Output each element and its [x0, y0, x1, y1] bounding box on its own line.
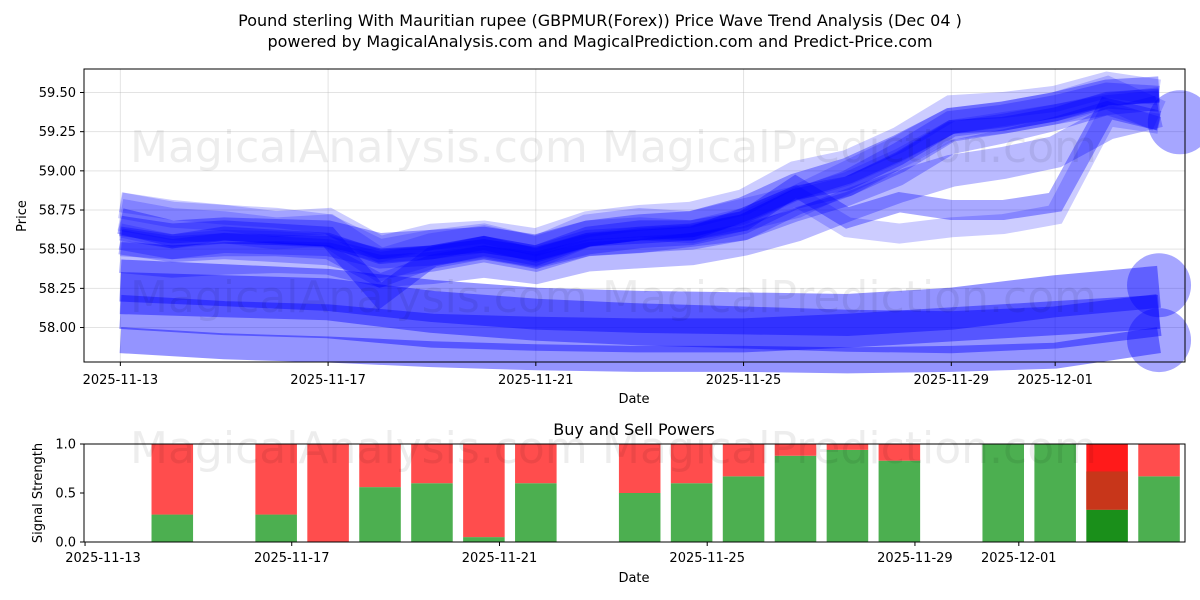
price-wave-2 — [118, 90, 1160, 269]
sell-power-bar-4 — [411, 444, 453, 484]
price-ytick-label-4: 59.00 — [39, 164, 76, 179]
sell-power-bar-8 — [670, 444, 713, 484]
sell-power-bar-1 — [255, 444, 297, 515]
price-plot-frame — [83, 68, 1186, 363]
buy-power-bar-13 — [982, 444, 1025, 542]
price-wave-7 — [118, 71, 1161, 264]
buy-power-bar-6 — [515, 483, 557, 542]
buy-power-bar-12 — [878, 460, 921, 542]
buy-power-bar-1 — [255, 514, 297, 542]
buy-power-bar-5 — [463, 537, 505, 542]
power-bars — [151, 444, 1180, 542]
sell-power-bar-2 — [307, 444, 349, 542]
mixed-power-bar-15 — [1086, 471, 1128, 510]
price-waves — [117, 71, 1166, 374]
watermark-prediction-bottom: MagicalPrediction.com — [602, 423, 1097, 474]
price-xtick-label-5: 2025-12-01 — [1017, 373, 1093, 388]
price-wave-9 — [119, 88, 1160, 265]
price-wave-marks — [1127, 90, 1200, 373]
price-y-ticks: 58.00 58.25 58.50 58.75 59.00 59.25 59.50 — [39, 86, 84, 336]
price-wave-3 — [117, 76, 1160, 261]
buy-power-bar-0 — [151, 514, 194, 542]
sell-power-bar-7 — [618, 444, 661, 493]
price-wave-6 — [118, 96, 1162, 310]
sell-power-bar-0 — [151, 444, 194, 515]
price-watermarks: MagicalAnalysis.com MagicalPrediction.co… — [130, 122, 1097, 323]
power-x-ticks: 2025-11-13 2025-11-17 2025-11-21 2025-11-25… — [65, 542, 1057, 566]
price-xtick-label-4: 2025-11-29 — [914, 373, 990, 388]
sell-power-bar-16 — [1138, 444, 1180, 477]
watermark-prediction-upper: MagicalPrediction.com — [602, 122, 1097, 173]
power-xtick-label-2: 2025-11-21 — [462, 551, 538, 566]
price-xtick-label-0: 2025-11-13 — [83, 373, 159, 388]
price-wave-10 — [118, 105, 1161, 260]
power-x-axis-label: Date — [618, 571, 649, 586]
power-ytick-label-2: 1.0 — [55, 438, 76, 453]
power-watermarks: MagicalAnalysis.com MagicalPrediction.co… — [130, 423, 1097, 474]
price-lower-wave-4 — [119, 272, 1162, 354]
price-grid — [84, 69, 1185, 362]
price-ytick-label-6: 59.50 — [39, 86, 76, 101]
price-wave-8 — [118, 95, 1163, 288]
price-xtick-label-2: 2025-11-21 — [498, 373, 574, 388]
watermark-analysis-bottom: MagicalAnalysis.com — [130, 423, 588, 474]
price-ytick-label-2: 58.50 — [39, 243, 76, 258]
buy-power-bar-15 — [1086, 509, 1128, 542]
buy-power-bar-7 — [618, 493, 661, 542]
price-ytick-label-5: 59.25 — [39, 125, 76, 140]
chart-subtitle: powered by MagicalAnalysis.com and Magic… — [267, 32, 932, 51]
price-lower-wave-3 — [119, 294, 1161, 353]
sell-power-bar-9 — [722, 444, 765, 477]
price-ytick-label-0: 58.00 — [39, 321, 76, 336]
price-plot-background — [84, 69, 1185, 362]
price-wave-5 — [119, 100, 1162, 289]
buy-power-bar-8 — [670, 483, 713, 542]
buy-power-bar-14 — [1034, 444, 1076, 542]
price-x-ticks: 2025-11-13 2025-11-17 2025-11-21 2025-11-25… — [83, 362, 1093, 388]
sell-power-bar-12 — [878, 444, 921, 461]
power-xtick-label-3: 2025-11-25 — [669, 551, 745, 566]
watermark-analysis-upper: MagicalAnalysis.com — [130, 122, 588, 173]
price-x-axis-label: Date — [618, 392, 649, 407]
sell-power-bar-6 — [515, 444, 557, 484]
sell-power-bar-5 — [463, 444, 505, 538]
price-wave-11 — [118, 82, 1160, 279]
watermark-prediction-lower: MagicalPrediction.com — [602, 272, 1097, 323]
power-chart-title: Buy and Sell Powers — [553, 420, 715, 439]
power-xtick-label-0: 2025-11-13 — [65, 551, 141, 566]
price-lower-wave-1 — [119, 259, 1161, 337]
price-lower-end-low-marker — [1127, 308, 1192, 373]
buy-power-bar-16 — [1138, 476, 1180, 542]
price-wave-1 — [118, 87, 1160, 263]
sell-power-bar-10 — [774, 444, 817, 456]
buy-power-bar-10 — [774, 455, 817, 542]
sell-power-bar-3 — [359, 444, 401, 488]
chart-title: Pound sterling With Mauritian rupee (GBP… — [238, 11, 962, 30]
price-lower-end-high-marker — [1127, 253, 1192, 318]
power-xtick-label-4: 2025-11-29 — [877, 551, 953, 566]
buy-power-bar-4 — [411, 483, 453, 542]
price-lower-wave-2 — [119, 327, 1161, 374]
power-xtick-label-5: 2025-12-01 — [981, 551, 1057, 566]
power-ytick-label-1: 0.5 — [55, 487, 76, 502]
price-ytick-label-1: 58.25 — [39, 282, 76, 297]
price-xtick-label-3: 2025-11-25 — [706, 373, 782, 388]
power-xtick-label-1: 2025-11-17 — [254, 551, 330, 566]
price-upper-end-marker — [1147, 90, 1200, 155]
price-wave-4 — [117, 75, 1166, 283]
price-ytick-label-3: 58.75 — [39, 204, 76, 219]
buy-power-bar-11 — [826, 449, 869, 542]
power-y-axis-label: Signal Strength — [31, 443, 46, 543]
buy-power-bar-3 — [359, 487, 401, 542]
price-y-axis-label: Price — [15, 200, 30, 232]
sell-power-bar-11 — [826, 444, 869, 450]
buy-power-bar-9 — [722, 476, 765, 542]
price-xtick-label-1: 2025-11-17 — [290, 373, 366, 388]
power-y-ticks: 0.0 0.5 1.0 — [55, 438, 84, 551]
price-panel: MagicalAnalysis.com MagicalPrediction.co… — [15, 68, 1200, 407]
power-panel: Buy and Sell Powers MagicalAnalysis.com … — [31, 420, 1186, 586]
power-ytick-label-0: 0.0 — [55, 536, 76, 551]
watermark-analysis-lower: MagicalAnalysis.com — [130, 272, 588, 323]
